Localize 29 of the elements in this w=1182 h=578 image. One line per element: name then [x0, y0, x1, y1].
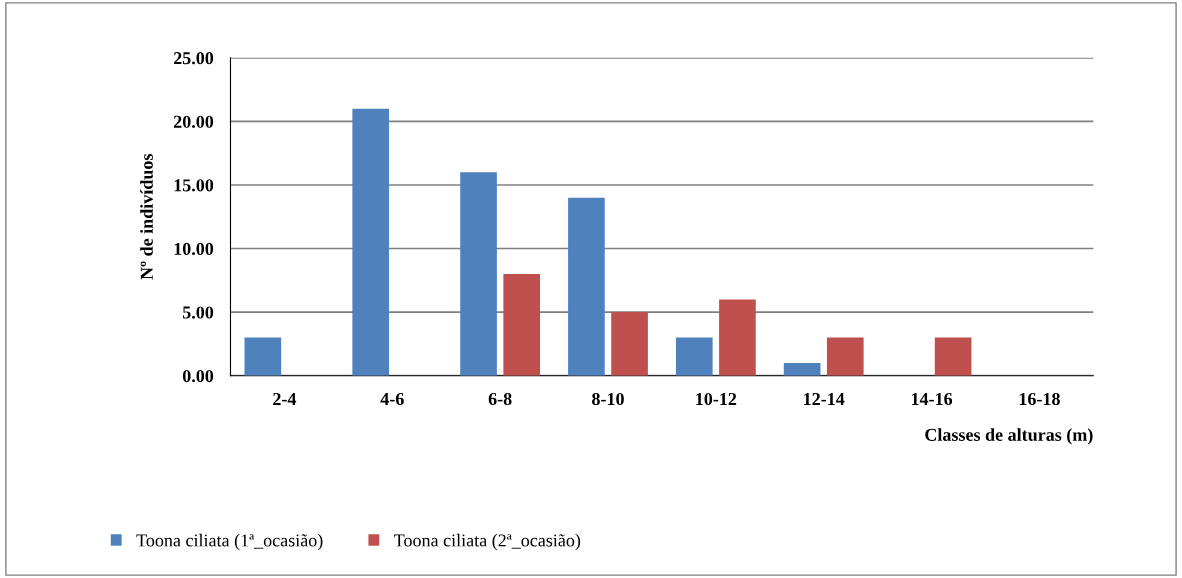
x-tick-label: 16-18 — [1019, 392, 1060, 406]
bar — [503, 273, 541, 376]
bar — [934, 337, 972, 376]
x-tick-label: 12-14 — [804, 392, 845, 405]
bar — [783, 362, 821, 376]
legend-label: Toona ciliata (1ª_ocasião) — [136, 533, 323, 551]
x-tick-label: 10-12 — [696, 392, 737, 406]
y-tick-label: 10.00 — [174, 242, 214, 256]
bar — [244, 337, 282, 376]
y-tick-label: 0.00 — [182, 369, 214, 383]
y-tick-label: 5.00 — [182, 306, 214, 319]
bar — [568, 197, 605, 376]
y-tick-label: 20.00 — [173, 115, 214, 128]
bar — [611, 312, 648, 376]
bar — [719, 299, 756, 376]
bar — [675, 337, 713, 376]
bar — [826, 337, 864, 376]
x-tick-label: 4-6 — [380, 392, 404, 406]
y-tick-label: 15.00 — [174, 179, 214, 192]
y-axis-title: Nº de indivíduos — [140, 154, 153, 280]
x-tick-label: 14-16 — [911, 392, 953, 406]
x-tick-label: 6-8 — [488, 392, 512, 406]
x-tick-label: 8-10 — [592, 392, 624, 406]
legend-label: Toona ciliata (2ª_ocasião) — [394, 533, 581, 551]
bar — [460, 172, 497, 376]
y-tick-label: 25.00 — [173, 52, 214, 65]
bar — [352, 108, 390, 376]
x-tick-label: 2-4 — [273, 392, 297, 405]
x-axis-title: Classes de alturas (m) — [925, 428, 1093, 445]
